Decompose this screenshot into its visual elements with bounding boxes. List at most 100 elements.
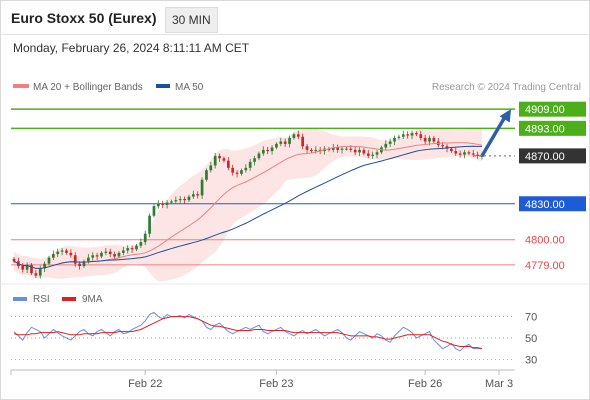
candle-body — [458, 153, 462, 155]
candle-body — [100, 252, 103, 257]
candle-body — [191, 194, 195, 197]
candle-body — [56, 251, 60, 255]
candle-body — [196, 194, 200, 196]
candle-body — [126, 248, 130, 251]
candle-body — [471, 153, 475, 155]
candle-body — [388, 141, 392, 144]
candle-body — [318, 149, 322, 152]
chart-datetime: Monday, February 26, 2024 8:11:11 AM CET — [13, 41, 250, 55]
candle-body — [305, 146, 309, 150]
rsi-tick-30: 30 — [525, 354, 537, 366]
candle-body — [47, 257, 51, 264]
x-tick-label: Feb 26 — [408, 378, 442, 390]
rsi-tick-50: 50 — [525, 333, 537, 345]
candle-body — [60, 250, 64, 252]
candle-body — [52, 254, 55, 258]
candle-body — [226, 160, 230, 168]
level-label-4779.00: 4779.00 — [525, 260, 565, 272]
candle-body — [467, 152, 471, 154]
candle-body — [279, 141, 283, 144]
candle-body — [362, 149, 366, 154]
candle-body — [130, 248, 134, 250]
level-label-4800.00: 4800.00 — [525, 235, 565, 247]
candle-body — [384, 143, 388, 148]
candle-body — [117, 252, 121, 257]
candle-body — [30, 264, 33, 274]
candle-body — [410, 133, 414, 136]
level-label-bg-4893.00 — [519, 120, 586, 136]
candle-body — [95, 255, 99, 257]
candle-body — [135, 245, 138, 250]
candle-body — [231, 167, 235, 173]
x-tick-label: Feb 23 — [259, 378, 293, 390]
candle-body — [406, 134, 410, 136]
candle-body — [165, 202, 169, 205]
candle-body — [240, 170, 243, 174]
level-label-bg-4830.00 — [519, 196, 586, 212]
candle-body — [301, 136, 305, 147]
candle-body — [121, 250, 125, 253]
candle-body — [174, 200, 178, 202]
candle-body — [104, 251, 108, 253]
level-label-4909.00: 4909.00 — [525, 104, 565, 116]
timeframe-badge[interactable]: 30 MIN — [165, 7, 218, 33]
ma50-legend-swatch — [156, 84, 170, 88]
bollinger-band — [14, 128, 482, 282]
candle-body — [113, 254, 116, 257]
candle-body — [476, 154, 479, 156]
candle-body — [336, 147, 340, 150]
candle-body — [43, 263, 46, 269]
candle-body — [25, 264, 29, 270]
ma20-legend-swatch — [13, 84, 29, 88]
candle-body — [257, 153, 261, 159]
candle-body — [375, 152, 379, 155]
candle-body — [248, 161, 252, 168]
chart-title: Euro Stoxx 50 (Eurex) — [11, 10, 157, 26]
candle-body — [183, 198, 186, 201]
rsi-legend-swatch — [13, 297, 27, 301]
x-tick-label: Feb 22 — [128, 378, 162, 390]
ma20-legend-label: MA 20 + Bollinger Bands — [33, 82, 143, 93]
candle-body — [139, 242, 143, 246]
candle-body — [218, 155, 221, 159]
candle-body — [253, 158, 256, 162]
candle-body — [288, 137, 291, 144]
credit-label: Research © 2024 Trading Central — [432, 82, 581, 93]
candle-body — [209, 165, 213, 171]
candle-body — [340, 148, 344, 150]
candle-body — [78, 263, 81, 267]
candle-body — [34, 273, 38, 276]
projection-arrow — [480, 114, 508, 157]
candle-body — [148, 215, 151, 234]
candle-body — [69, 252, 73, 256]
candle-body — [108, 251, 112, 255]
candle-body — [161, 203, 165, 205]
candle-body — [86, 257, 90, 262]
candle-body — [170, 201, 173, 203]
candle-body — [463, 152, 466, 155]
candle-body — [441, 145, 444, 147]
candle-body — [91, 255, 95, 258]
candle-body — [21, 266, 25, 270]
candle-body — [222, 158, 226, 161]
candle-body — [270, 147, 274, 152]
candle-body — [143, 233, 147, 243]
rsi-ma-legend-label: 9MA — [82, 294, 103, 305]
rsi-tick-70: 70 — [525, 312, 537, 324]
candle-body — [200, 179, 204, 196]
rsi-series-9ma — [13, 316, 483, 350]
rsi-plot: 70 50 30 — [11, 312, 537, 366]
candle-body — [371, 154, 375, 156]
rsi-ma-legend-swatch — [62, 297, 76, 301]
ma50-legend-label: MA 50 — [175, 82, 204, 93]
candle-body — [419, 134, 423, 138]
candle-body — [73, 255, 77, 264]
candle-body — [454, 151, 458, 154]
candle-body — [261, 149, 265, 154]
candle-body — [152, 206, 156, 216]
candle-body — [331, 147, 335, 150]
candle-body — [353, 149, 357, 153]
candle-body — [178, 198, 182, 201]
candle-body — [283, 141, 287, 144]
candle-body — [314, 149, 318, 152]
